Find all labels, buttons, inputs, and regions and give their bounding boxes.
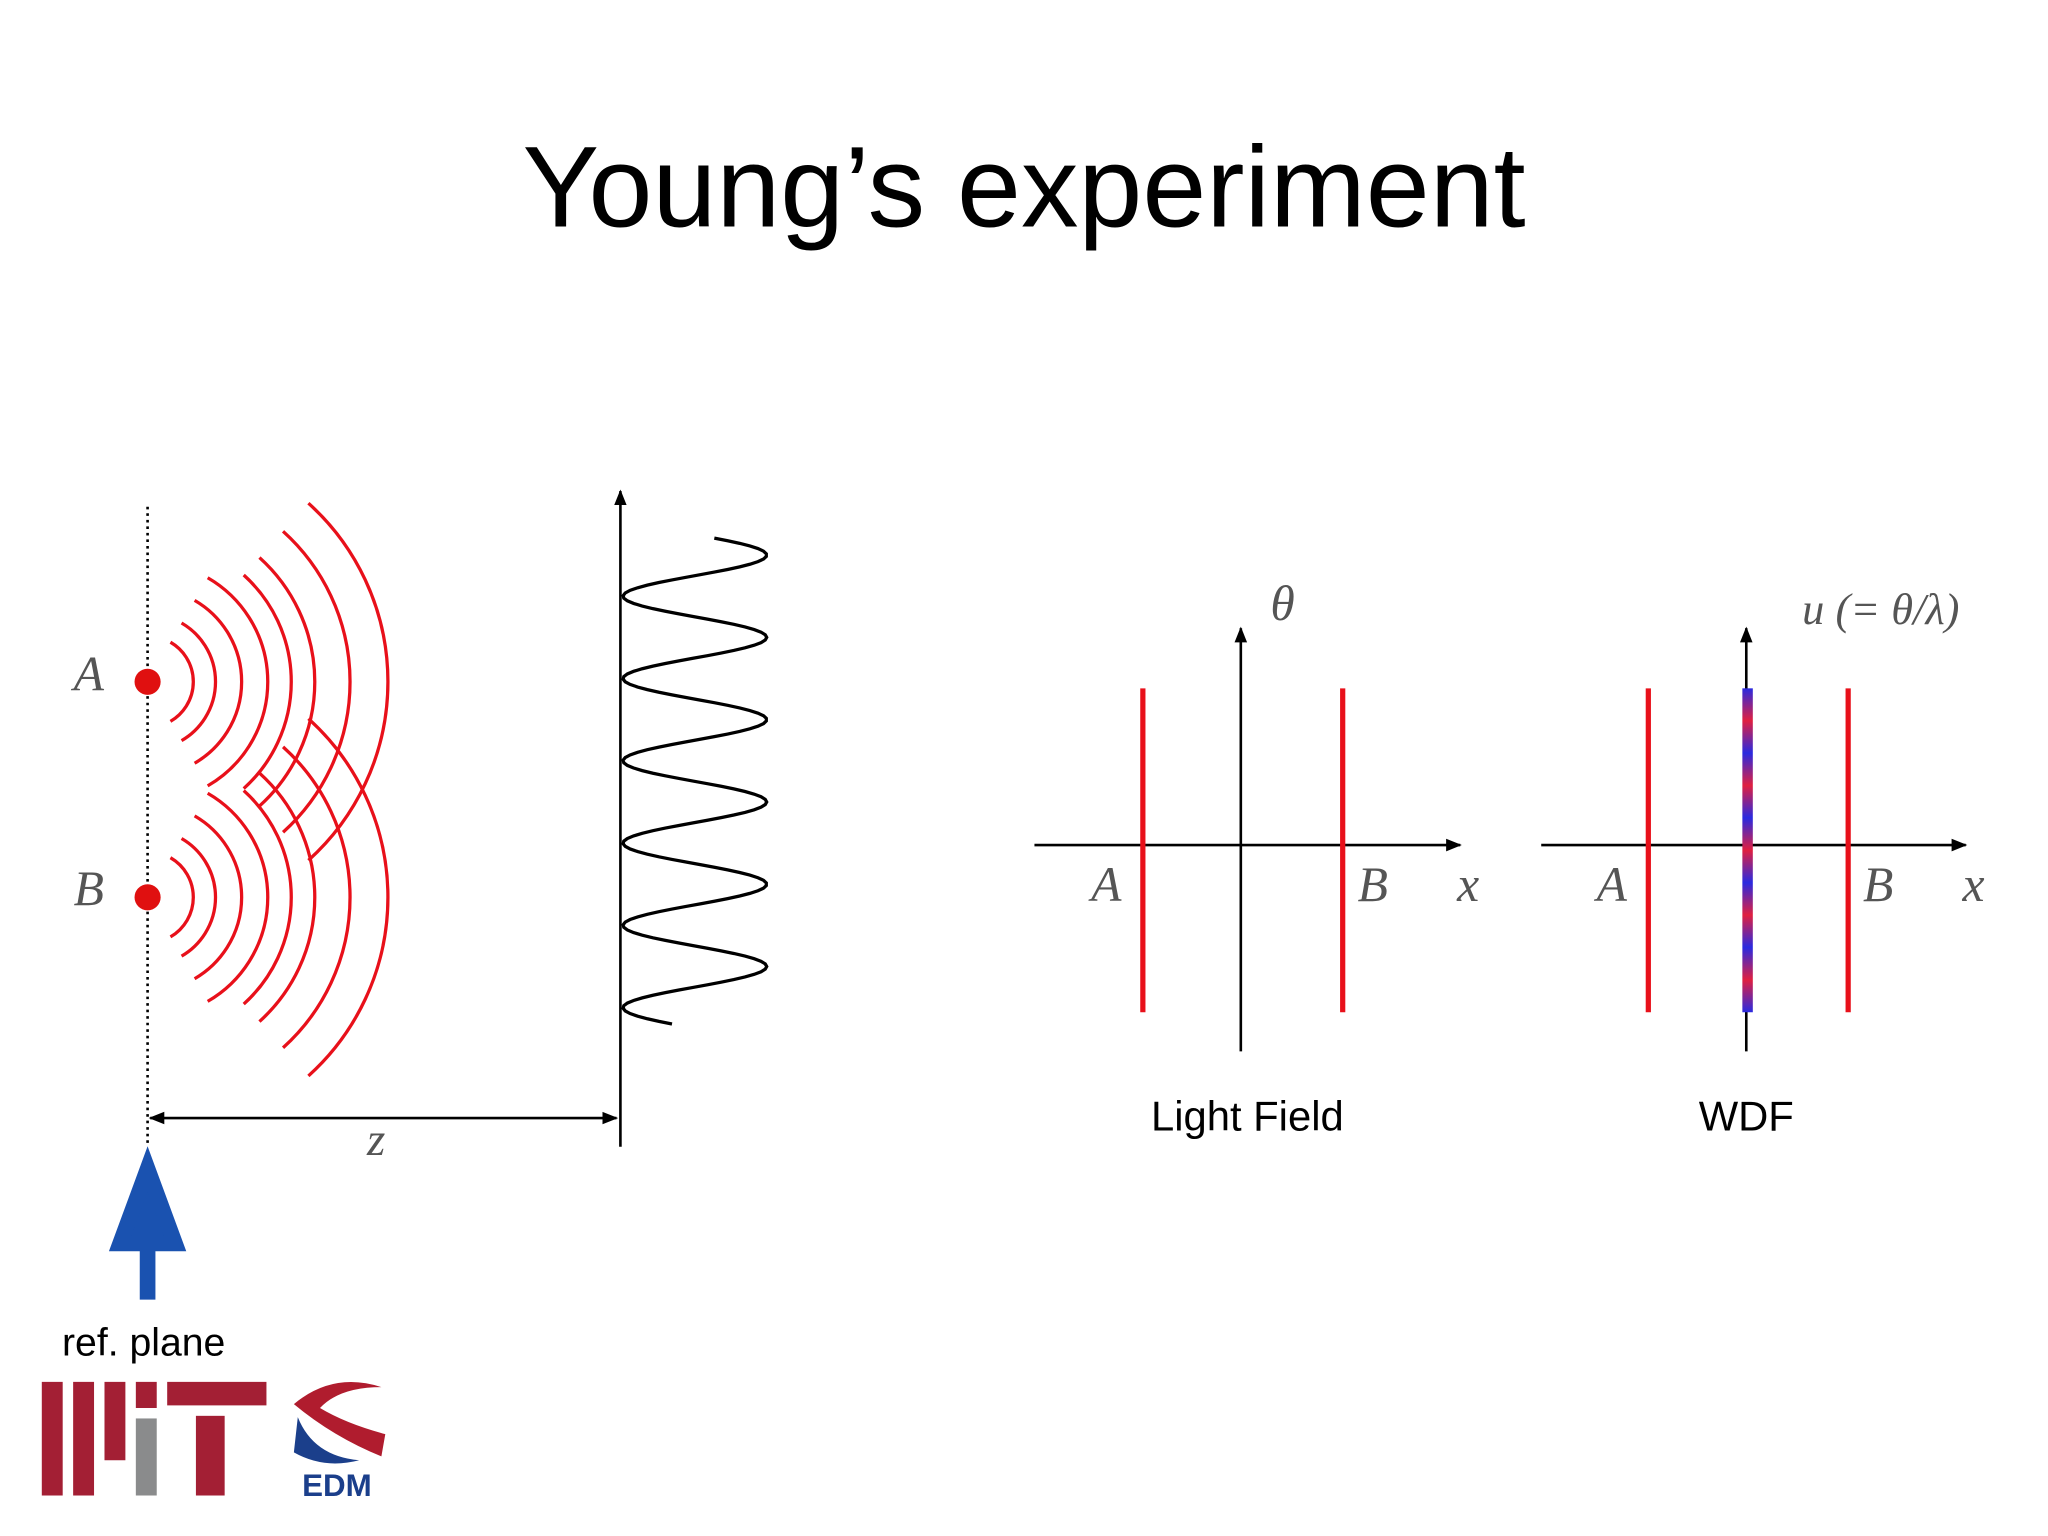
wavefront xyxy=(206,576,270,788)
ref-plane-label: ref. plane xyxy=(62,1322,225,1365)
wavefront xyxy=(169,640,195,723)
wavefront xyxy=(258,771,317,1023)
wavefront xyxy=(180,837,218,958)
lf-caption: Light Field xyxy=(1151,1092,1344,1139)
wavefront xyxy=(258,556,317,808)
source-a xyxy=(134,668,161,695)
ref-arrow xyxy=(108,1146,187,1300)
wavefront xyxy=(193,598,244,765)
wavefront xyxy=(281,745,352,1049)
edm-text: EDM xyxy=(302,1468,372,1503)
wavefront xyxy=(169,856,195,939)
wdf-y-label: u (= θ/λ) xyxy=(1802,584,1959,634)
wdf-x-label: x xyxy=(1962,857,1985,912)
lf-y-label: θ xyxy=(1270,576,1294,631)
lf-b-label: B xyxy=(1358,857,1388,912)
mit-logo xyxy=(41,1381,267,1496)
slide-title: Young’s experiment xyxy=(522,123,1525,251)
wavefront xyxy=(242,573,293,790)
distance-label: z xyxy=(366,1114,385,1166)
label-a: A xyxy=(71,647,105,702)
edm-logo: EDM xyxy=(293,1382,386,1503)
wavefront xyxy=(307,501,390,862)
wdf-caption: WDF xyxy=(1699,1092,1794,1139)
fringe-pattern xyxy=(621,536,769,1026)
wavefront xyxy=(281,530,352,834)
wavefront xyxy=(242,789,293,1006)
wavefront xyxy=(193,814,244,981)
wdf-interference xyxy=(1742,688,1753,1013)
label-b: B xyxy=(74,861,104,916)
wavefront xyxy=(180,621,218,743)
wavefront xyxy=(206,791,270,1003)
lf-a-label: A xyxy=(1088,857,1122,912)
wavefronts xyxy=(169,501,390,1078)
wdf-a-label: A xyxy=(1594,857,1628,912)
wavefront xyxy=(307,717,390,1078)
lf-x-label: x xyxy=(1456,857,1479,912)
wdf-b-label: B xyxy=(1863,857,1893,912)
source-b xyxy=(134,884,161,911)
